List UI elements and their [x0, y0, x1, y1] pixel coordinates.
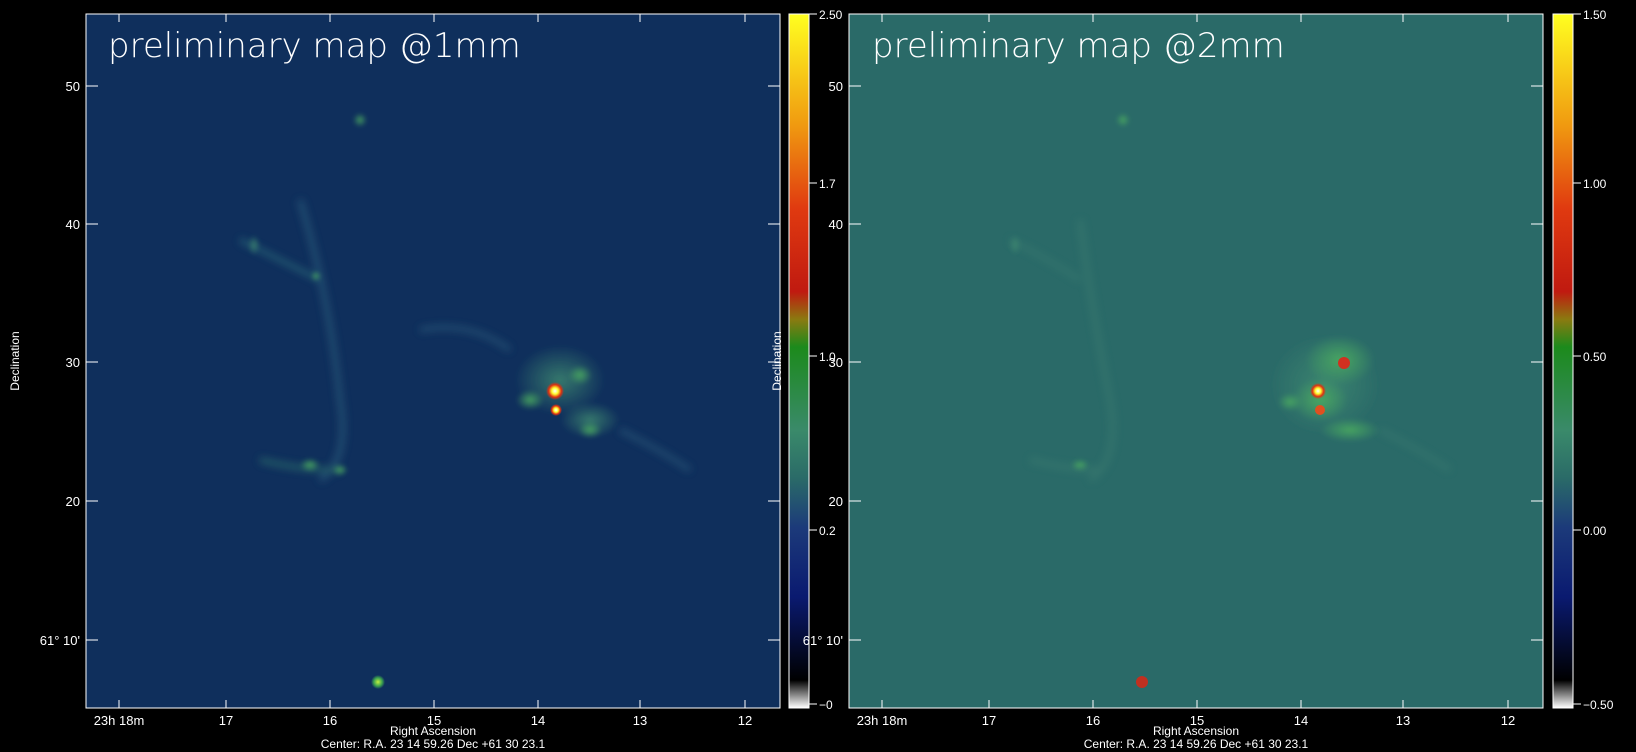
dec-tick: 30 [829, 355, 1543, 370]
panel-title-2mm: preliminary map @2mm [872, 26, 1285, 66]
colorbar-tick: 1.7 [809, 177, 836, 191]
colorbar-tick-label: 0.50 [1583, 350, 1607, 364]
colorbar-1mm-ticks: 2.50 1.7 1.0 0.2 −0 [809, 8, 843, 712]
x-axis-label-2mm: Right Ascension [1153, 724, 1239, 738]
ra-tick-label: 14 [531, 713, 545, 728]
map-2mm-emission [1008, 113, 1452, 688]
ra-tick: 12 [738, 14, 752, 728]
ra-tick-label: 15 [427, 713, 441, 728]
ra-tick-label: 12 [738, 713, 752, 728]
dec-tick: 61° 10' [40, 633, 780, 648]
dec-axis-1mm: 61° 10' 20 30 40 50 [40, 79, 780, 648]
ra-tick-label: 13 [633, 713, 647, 728]
dec-tick: 20 [829, 494, 1543, 509]
dec-tick: 50 [66, 79, 780, 94]
colorbar-tick: 0.50 [1573, 350, 1607, 364]
ra-tick-label: 23h 18m [857, 713, 908, 728]
ra-tick: 23h 18m [857, 14, 908, 728]
ra-tick: 16 [1086, 14, 1100, 728]
map-1mm-image [86, 14, 780, 708]
colorbar-tick: 1.00 [1573, 177, 1607, 191]
colorbar-tick-label: 1.7 [819, 177, 836, 191]
colorbar-2mm-gradient [1552, 13, 1574, 709]
dec-tick-label: 40 [66, 217, 80, 232]
ra-tick-label: 12 [1501, 713, 1515, 728]
panel-2mm: 23h 18m 17 16 15 14 13 12 61° 10' 20 30 40 50 prel… [770, 8, 1614, 751]
ra-tick: 17 [982, 14, 996, 728]
ra-tick-label: 16 [1086, 713, 1100, 728]
colorbar-tick: −0.50 [1573, 698, 1614, 712]
ra-tick: 23h 18m [94, 14, 145, 728]
dec-tick: 30 [66, 355, 780, 370]
y-axis-label-1mm: Declination [8, 331, 22, 390]
center-label-1mm: Center: R.A. 23 14 59.26 Dec +61 30 23.1 [321, 737, 546, 751]
colorbar-tick-label: 1.50 [1583, 8, 1607, 22]
colorbar-2mm-ticks: 1.50 1.00 0.50 0.00 −0.50 [1573, 8, 1614, 712]
ra-tick-label: 17 [219, 713, 233, 728]
colorbar-tick-label: 2.50 [819, 8, 843, 22]
colorbar-2mm: 1.50 1.00 0.50 0.00 −0.50 [1552, 8, 1614, 712]
panel-title-1mm: preliminary map @1mm [108, 26, 521, 66]
ra-tick-label: 23h 18m [94, 713, 145, 728]
dec-tick-label: 30 [829, 355, 843, 370]
dec-tick: 40 [829, 217, 1543, 232]
ra-tick: 15 [1190, 14, 1204, 728]
dec-tick-label: 30 [66, 355, 80, 370]
dec-tick-label: 61° 10' [40, 633, 80, 648]
colorbar-tick-label: −0 [819, 698, 833, 712]
colorbar-tick: −0 [809, 698, 833, 712]
colorbar-tick-label: 0.00 [1583, 524, 1607, 538]
dec-tick-label: 50 [66, 79, 80, 94]
colorbar-tick: 1.0 [809, 350, 836, 364]
ra-tick: 15 [427, 14, 441, 728]
center-label-2mm: Center: R.A. 23 14 59.26 Dec +61 30 23.1 [1084, 737, 1309, 751]
dec-tick-label: 20 [66, 494, 80, 509]
colorbar-tick: 1.50 [1573, 8, 1607, 22]
y-axis-label-2mm: Declination [770, 331, 784, 390]
ra-tick: 14 [1294, 14, 1308, 728]
ra-axis-2mm: 23h 18m 17 16 15 14 13 12 [857, 14, 1515, 728]
ra-tick-label: 14 [1294, 713, 1308, 728]
panel-1mm: 23h 18m 17 16 15 14 13 12 61° 10' 20 30 40 50 prel… [8, 8, 843, 751]
dec-tick: 40 [66, 217, 780, 232]
map-2mm-image [849, 14, 1543, 708]
ra-tick: 17 [219, 14, 233, 728]
ra-tick-label: 16 [323, 713, 337, 728]
map-1mm-frame [85, 13, 781, 709]
colorbar-tick: 2.50 [809, 8, 843, 22]
ra-axis-1mm: 23h 18m 17 16 15 14 13 12 [94, 14, 752, 728]
dec-tick: 61° 10' [803, 633, 1543, 648]
ra-tick-label: 17 [982, 713, 996, 728]
map-1mm-emission [238, 113, 692, 689]
colorbar-tick: 0.2 [809, 524, 836, 538]
colorbar-tick: 0.00 [1573, 524, 1607, 538]
x-axis-label-1mm: Right Ascension [390, 724, 476, 738]
dec-tick-label: 40 [829, 217, 843, 232]
map-2mm-frame [848, 13, 1544, 709]
colorbar-tick-label: 1.00 [1583, 177, 1607, 191]
colorbar-tick-label: −0.50 [1583, 698, 1614, 712]
dec-tick-label: 20 [829, 494, 843, 509]
colorbar-tick-label: 0.2 [819, 524, 836, 538]
dec-tick: 50 [829, 79, 1543, 94]
dec-axis-2mm: 61° 10' 20 30 40 50 [803, 79, 1543, 648]
colorbar-1mm-gradient [788, 13, 810, 709]
colorbar-1mm: 2.50 1.7 1.0 0.2 −0 [788, 8, 843, 712]
ra-tick: 13 [633, 14, 647, 728]
dec-tick-label: 61° 10' [803, 633, 843, 648]
ra-tick: 16 [323, 14, 337, 728]
dec-tick: 20 [66, 494, 780, 509]
colorbar-tick-label: 1.0 [819, 350, 836, 364]
ra-tick: 14 [531, 14, 545, 728]
ra-tick: 12 [1501, 14, 1515, 728]
dec-tick-label: 50 [829, 79, 843, 94]
ra-tick: 13 [1396, 14, 1410, 728]
ra-tick-label: 15 [1190, 713, 1204, 728]
ra-tick-label: 13 [1396, 713, 1410, 728]
